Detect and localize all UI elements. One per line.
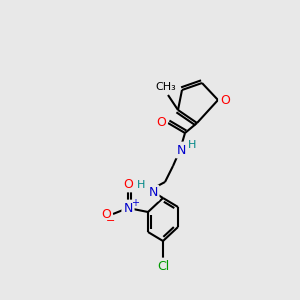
Text: N: N [123,202,133,214]
Text: CH₃: CH₃ [156,82,176,92]
Text: O: O [123,178,133,190]
Text: O: O [220,94,230,106]
Text: Cl: Cl [157,260,169,272]
Text: H: H [188,140,196,150]
Text: H: H [137,180,145,190]
Text: +: + [131,198,139,208]
Text: N: N [176,143,186,157]
Text: O: O [101,208,111,220]
Text: −: − [106,216,116,226]
Text: O: O [156,116,166,128]
Text: N: N [148,187,158,200]
